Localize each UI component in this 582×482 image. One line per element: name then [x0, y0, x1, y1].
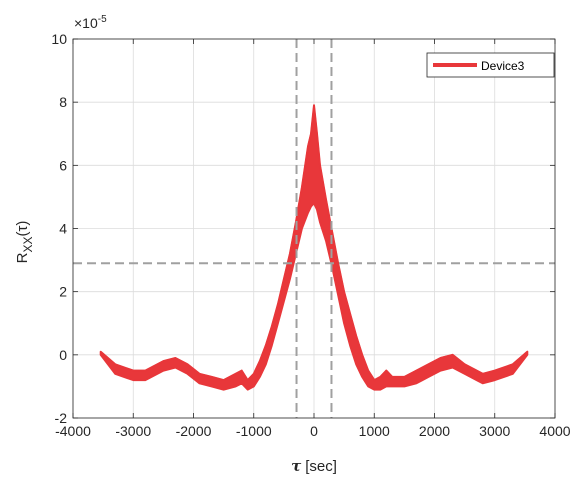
x-tick-label: 3000: [479, 423, 510, 439]
y-exponent-base: ×10: [74, 15, 98, 31]
y-axis-label-arg: (τ): [14, 221, 31, 237]
y-exponent-label: ×10-5: [74, 14, 107, 31]
y-tick-label: 6: [59, 157, 67, 173]
y-tick-label: 2: [59, 284, 67, 300]
legend: Device3: [426, 52, 555, 78]
y-tick-label: 10: [51, 31, 67, 47]
x-tick-label: -2000: [176, 423, 212, 439]
x-tick-label: -3000: [115, 423, 151, 439]
y-tick-label: 0: [59, 347, 67, 363]
series-line-device3: [100, 105, 528, 382]
x-tick-label: -4000: [55, 423, 91, 439]
x-tick-label: 2000: [419, 423, 450, 439]
x-tick-label: 4000: [539, 423, 570, 439]
x-axis-label-symbol: τ: [291, 457, 302, 475]
tick-labels: -4000 -3000 -2000 -1000 0 1000 2000 3000 4000 -2 0…: [51, 31, 570, 439]
x-axis-label-unit: [sec]: [305, 458, 337, 475]
y-tick-label: 8: [59, 94, 67, 110]
y-axis-label-main: R: [14, 252, 31, 263]
y-axis-label-sub: XX: [21, 237, 35, 253]
data-layer: [99, 104, 529, 391]
reference-lines: [73, 39, 555, 418]
y-axis-label: RXX(τ): [14, 221, 35, 264]
y-tick-label: 4: [59, 221, 67, 237]
y-tick-label: -2: [55, 410, 68, 426]
y-exponent-power: -5: [98, 14, 107, 25]
x-tick-label: 1000: [359, 423, 390, 439]
x-tick-label: -1000: [236, 423, 272, 439]
x-axis-label: τ [sec]: [291, 457, 337, 475]
ticks: [72, 38, 556, 419]
legend-label-device3: Device3: [481, 59, 525, 73]
x-tick-label: 0: [310, 423, 318, 439]
